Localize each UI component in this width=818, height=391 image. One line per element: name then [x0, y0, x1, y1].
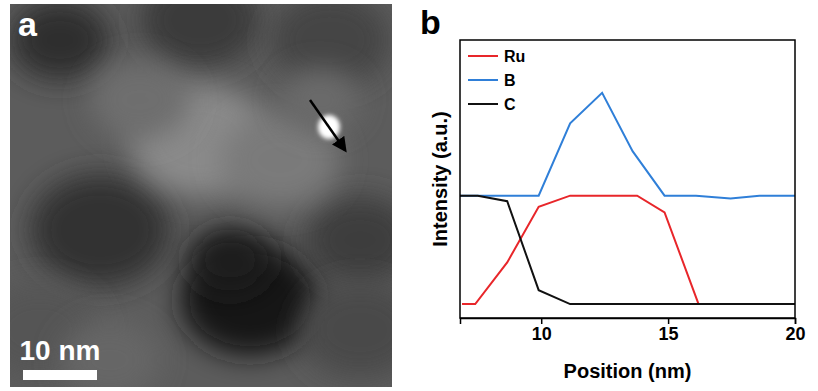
profile-arrow — [310, 100, 345, 150]
legend-swatch — [468, 79, 498, 81]
panel-label: b — [420, 3, 441, 41]
legend-entry: C — [468, 96, 516, 113]
image-texture — [90, 60, 190, 140]
x-tick-label: 10 — [532, 324, 552, 344]
legend-label: Ru — [504, 48, 525, 65]
x-axis: 10 15 20 — [461, 318, 806, 344]
y-axis-title: Intensity (a.u.) — [429, 111, 451, 247]
image-texture — [220, 112, 340, 208]
legend-entry: B — [468, 72, 516, 89]
legend-label: C — [504, 96, 516, 113]
scale-bar-label: 10 nm — [20, 335, 101, 366]
legend: Ru BC — [468, 48, 525, 113]
x-axis-line — [461, 319, 796, 325]
series-line — [462, 196, 699, 304]
image-texture — [300, 282, 392, 378]
image-texture — [305, 196, 392, 284]
scale-bar — [23, 370, 97, 380]
x-tick: 20 — [785, 318, 805, 344]
x-tick-label: 20 — [785, 324, 805, 344]
legend-entry: Ru — [468, 48, 525, 65]
plot-lines — [460, 93, 795, 304]
panel-label: a — [18, 5, 38, 43]
x-tick: 10 — [532, 318, 552, 344]
legend-swatch — [468, 103, 498, 105]
x-tick: 15 — [659, 318, 679, 344]
x-tick-label: 15 — [659, 324, 679, 344]
plot-frame — [460, 40, 795, 318]
legend-label: B — [504, 72, 516, 89]
figure: a 10 nm b 10 15 20 Position (nm) Intensity (a.u… — [0, 0, 818, 391]
x-axis-title: Position (nm) — [564, 360, 692, 382]
series-line — [460, 196, 795, 304]
micrograph — [10, 4, 392, 387]
image-texture — [30, 174, 170, 286]
image-texture — [10, 4, 110, 80]
image-texture — [190, 228, 270, 292]
series-line — [460, 93, 795, 199]
legend-swatch — [468, 55, 498, 57]
image-texture — [140, 4, 260, 68]
